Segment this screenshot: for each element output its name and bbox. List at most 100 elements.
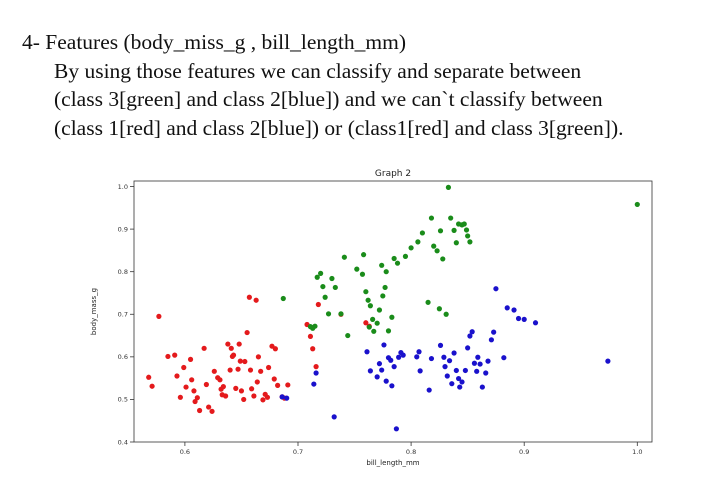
scatter-point — [440, 256, 446, 262]
scatter-point — [241, 396, 247, 403]
scatter-point — [370, 316, 376, 322]
scatter-point — [469, 329, 475, 335]
scatter-point — [408, 245, 414, 251]
scatter-point — [325, 311, 332, 317]
scatter-point — [461, 221, 467, 227]
scatter-point — [230, 352, 237, 358]
scatter-point — [391, 255, 397, 262]
scatter-point — [483, 370, 489, 376]
scatter-point — [228, 345, 234, 351]
scatter-point — [341, 254, 347, 260]
scatter-point — [272, 346, 278, 352]
scatter-point — [227, 367, 233, 373]
scatter-point — [253, 297, 259, 303]
y-tick-label: 0.8 — [118, 268, 128, 276]
scatter-point — [318, 270, 324, 276]
scatter-point — [201, 345, 207, 351]
scatter-point — [389, 383, 395, 389]
scatter-point — [251, 393, 257, 399]
scatter-point — [203, 381, 209, 388]
paragraph-line-3: (class 1[red] and class 2[blue]) or (cla… — [54, 115, 624, 140]
scatter-point — [451, 350, 457, 356]
scatter-point — [488, 337, 494, 343]
section-heading: 4- Features (body_miss_g , bill_length_m… — [22, 30, 406, 54]
scatter-point — [383, 269, 389, 275]
scatter-point — [493, 286, 499, 292]
x-axis-label: bill_length_mm — [366, 459, 419, 467]
scatter-point — [181, 364, 187, 371]
scatter-point — [459, 379, 465, 385]
x-tick-label: 0.6 — [180, 448, 190, 456]
scatter-point — [174, 373, 180, 379]
scatter-point — [285, 382, 291, 388]
x-tick-label: 0.9 — [519, 448, 529, 456]
scatter-point — [475, 354, 481, 360]
chart-title: Graph 2 — [375, 169, 411, 179]
scatter-point — [187, 356, 194, 362]
scatter-point — [449, 381, 455, 387]
scatter-point — [379, 262, 385, 268]
scatter-point — [479, 384, 485, 390]
scatter-point — [235, 366, 241, 372]
scatter-point — [345, 332, 351, 339]
y-tick-label: 0.5 — [118, 396, 128, 404]
scatter-point — [444, 373, 450, 379]
scatter-point — [280, 295, 286, 302]
scatter-point — [264, 394, 271, 400]
y-tick-label: 0.9 — [118, 225, 128, 233]
y-tick-label: 0.4 — [118, 438, 128, 446]
scatter-point — [366, 324, 372, 330]
scatter-point — [414, 354, 420, 360]
scatter-point — [463, 227, 470, 233]
scatter-point — [417, 368, 423, 374]
scatter-point — [474, 368, 480, 374]
scatter-point — [393, 426, 399, 432]
scatter-point — [391, 364, 397, 370]
scatter-point — [254, 379, 260, 385]
scatter-point — [233, 385, 239, 391]
scatter-point — [532, 320, 539, 326]
scatter-point — [465, 233, 471, 239]
scatter-point — [332, 284, 338, 291]
scatter-point — [380, 293, 386, 299]
scatter-point — [310, 346, 316, 352]
scatter-point — [364, 349, 370, 355]
scatter-point — [388, 357, 394, 363]
plot-frame — [133, 180, 653, 443]
scatter-point — [453, 367, 459, 374]
scatter-point — [236, 341, 242, 347]
scatter-point — [322, 294, 328, 300]
scatter-point — [191, 388, 197, 394]
scatter-point — [237, 358, 243, 364]
scatter-point — [258, 368, 264, 374]
scatter-point — [177, 394, 183, 400]
scatter-point — [312, 323, 318, 329]
scatter-point — [376, 307, 383, 313]
scatter-point — [338, 311, 344, 317]
scatter-point — [428, 355, 435, 362]
scatter-point — [313, 364, 319, 370]
scatter-point — [220, 384, 226, 390]
scatter-point — [156, 313, 162, 319]
scatter-point — [307, 333, 314, 340]
scatter-point — [225, 341, 231, 347]
scatter-point — [279, 394, 285, 400]
scatter-point — [238, 388, 245, 394]
scatter-point — [419, 230, 426, 236]
scatter-point — [381, 342, 387, 348]
scatter-point — [416, 349, 422, 355]
scatter-point — [445, 184, 452, 190]
scatter-point — [491, 329, 497, 335]
scatter-point — [172, 352, 178, 358]
scatter-point — [367, 303, 373, 309]
scatter-point — [504, 305, 510, 311]
scatter-point — [360, 252, 367, 258]
scatter-point — [379, 367, 385, 373]
scatter-point — [146, 374, 152, 380]
scatter-point — [385, 328, 392, 334]
scatter-point — [244, 329, 250, 336]
scatter-point — [462, 367, 468, 374]
scatter-point — [374, 320, 380, 326]
scatter-point — [196, 407, 203, 414]
